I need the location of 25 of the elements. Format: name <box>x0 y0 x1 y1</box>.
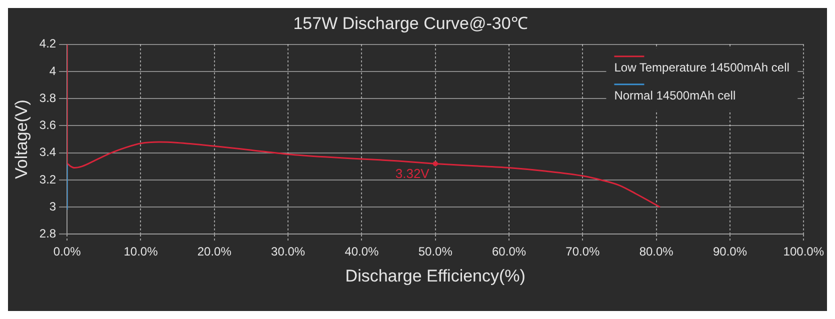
y-tick-label: 3.8 <box>39 90 56 105</box>
y-tick-label: 3.2 <box>39 172 56 186</box>
annotation: 3.32V <box>395 166 430 181</box>
y-tick-label: 3 <box>49 199 56 214</box>
x-tick-label: 50.0% <box>418 244 453 259</box>
x-tick-label: 10.0% <box>124 244 158 259</box>
x-tick-label: 60.0% <box>492 244 526 259</box>
y-tick-label: 4 <box>49 64 56 78</box>
x-tick-label: 70.0% <box>566 244 600 259</box>
y-tick-label: 2.8 <box>39 226 56 241</box>
legend-label: Low Temperature 14500mAh cell <box>614 60 790 75</box>
chart-title: 157W Discharge Curve@-30℃ <box>293 14 528 33</box>
x-tick-label: 0.0% <box>53 244 82 259</box>
x-tick-label: 90.0% <box>712 244 748 259</box>
y-tick-label: 3.6 <box>39 118 56 132</box>
legend-label: Normal 14500mAh cell <box>614 88 736 103</box>
x-tick-label: 30.0% <box>271 244 306 259</box>
x-tick-label: 40.0% <box>344 244 380 259</box>
y-tick-label: 4.2 <box>39 36 56 51</box>
x-axis-title: Discharge Efficiency(%) <box>345 266 526 286</box>
y-tick-label: 3.4 <box>39 145 56 160</box>
y-axis-title: Voltage(V) <box>12 100 31 179</box>
x-tick-label: 20.0% <box>197 244 232 259</box>
x-tick-label: 80.0% <box>639 244 674 259</box>
x-tick-label: 100.0% <box>783 244 824 259</box>
